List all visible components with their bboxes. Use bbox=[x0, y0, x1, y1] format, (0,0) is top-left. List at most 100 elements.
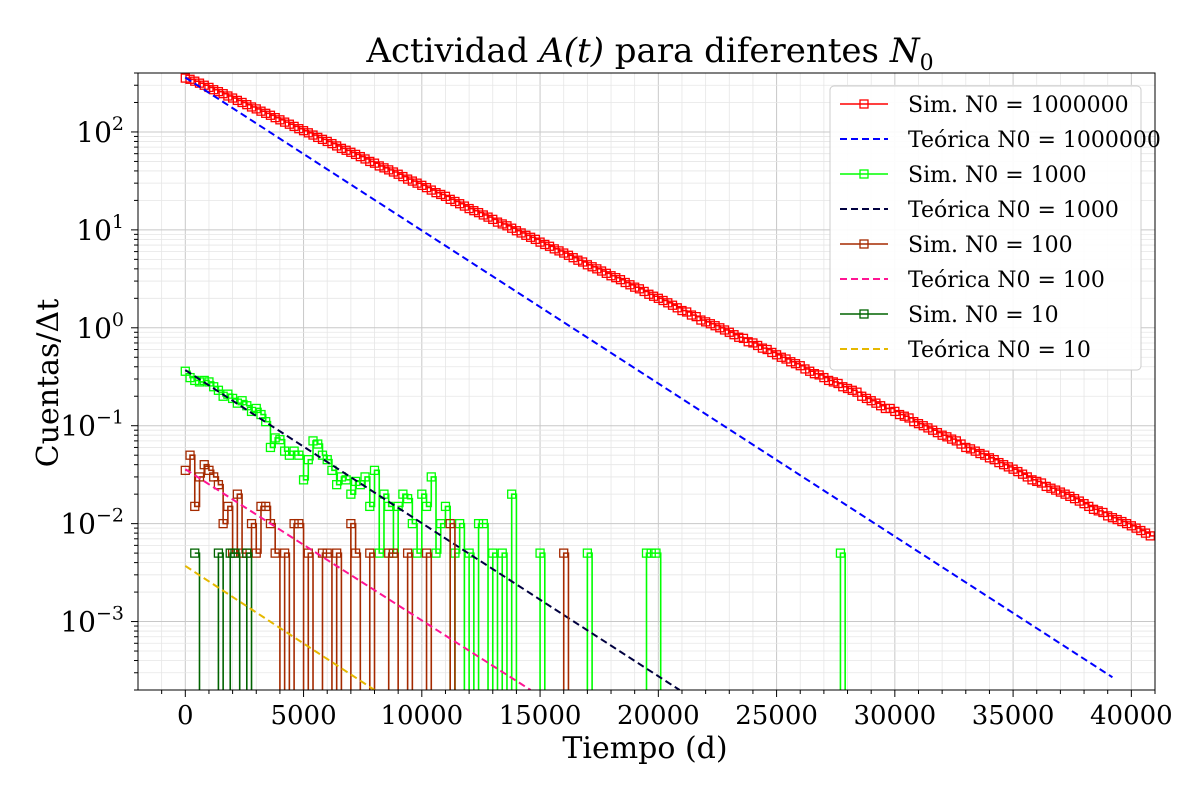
data-point bbox=[1055, 487, 1066, 497]
data-point bbox=[230, 548, 240, 558]
data-point bbox=[1003, 462, 1014, 472]
data-point bbox=[568, 253, 578, 263]
data-point bbox=[232, 95, 242, 106]
data-point bbox=[483, 212, 493, 222]
data-point bbox=[261, 501, 271, 512]
x-tick-label: 5000 bbox=[270, 701, 336, 731]
data-point bbox=[894, 409, 905, 420]
data-point bbox=[369, 465, 380, 476]
data-point bbox=[1032, 476, 1042, 487]
chart-title: Actividad A(t) para diferentes N0 bbox=[365, 31, 933, 76]
data-point bbox=[227, 393, 238, 404]
data-point bbox=[322, 455, 332, 465]
data-point bbox=[667, 300, 678, 310]
data-point bbox=[1046, 483, 1056, 493]
data-point bbox=[1022, 472, 1032, 482]
data-point bbox=[965, 444, 976, 454]
data-point bbox=[771, 350, 782, 360]
series-line-sim-n0-1000 bbox=[185, 370, 846, 690]
data-point bbox=[823, 375, 834, 386]
data-point bbox=[1008, 464, 1018, 474]
y-tick-label: 10−1 bbox=[60, 407, 124, 443]
data-point bbox=[261, 108, 271, 118]
data-point bbox=[313, 132, 323, 143]
legend-label: Sim. N0 = 1000 bbox=[908, 163, 1087, 188]
data-point bbox=[1074, 496, 1084, 506]
data-point bbox=[1117, 516, 1127, 527]
x-tick-label: 35000 bbox=[972, 701, 1055, 731]
data-point bbox=[246, 518, 257, 529]
data-point bbox=[261, 417, 271, 427]
data-point bbox=[402, 548, 413, 558]
data-point bbox=[814, 370, 824, 380]
data-point bbox=[1121, 518, 1132, 529]
data-point bbox=[516, 228, 526, 238]
data-point bbox=[478, 518, 488, 529]
data-point bbox=[634, 284, 645, 294]
data-point bbox=[346, 489, 356, 499]
data-point bbox=[445, 518, 455, 529]
data-point bbox=[937, 430, 947, 440]
data-point bbox=[909, 417, 919, 427]
data-point bbox=[630, 282, 640, 292]
data-point bbox=[682, 307, 692, 317]
data-point bbox=[445, 194, 455, 204]
data-point bbox=[450, 196, 460, 207]
data-point bbox=[194, 472, 205, 482]
data-point bbox=[440, 191, 451, 201]
data-point bbox=[180, 465, 190, 476]
data-point bbox=[596, 266, 607, 276]
data-point bbox=[913, 418, 924, 429]
data-point bbox=[540, 239, 550, 250]
data-point bbox=[544, 241, 555, 251]
data-point bbox=[464, 548, 474, 558]
data-point bbox=[313, 439, 323, 449]
data-point bbox=[308, 130, 318, 140]
legend-item: Teórica N0 = 1000 bbox=[840, 198, 1119, 223]
y-tick-label: 10−3 bbox=[60, 603, 124, 639]
data-point bbox=[317, 548, 328, 558]
data-point bbox=[1069, 493, 1080, 504]
data-point bbox=[190, 501, 200, 512]
data-point bbox=[497, 219, 507, 229]
data-point bbox=[724, 327, 734, 337]
legend-item: Teórica N0 = 1000000 bbox=[840, 128, 1161, 153]
data-point bbox=[833, 378, 843, 389]
data-point bbox=[559, 248, 569, 258]
data-point bbox=[923, 423, 933, 433]
data-point bbox=[308, 436, 318, 446]
data-point bbox=[705, 319, 716, 329]
data-point bbox=[507, 489, 517, 499]
legend-item: Teórica N0 = 100 bbox=[840, 268, 1105, 293]
data-point bbox=[232, 489, 242, 499]
data-point bbox=[525, 232, 536, 242]
data-point bbox=[488, 548, 498, 558]
data-point bbox=[592, 264, 602, 274]
data-point bbox=[753, 340, 763, 351]
series-line-sim-n0-10 bbox=[194, 552, 253, 690]
data-point bbox=[213, 385, 224, 395]
data-point bbox=[805, 366, 815, 376]
data-point bbox=[346, 147, 356, 157]
data-point bbox=[242, 100, 252, 110]
data-point bbox=[218, 89, 228, 99]
data-point bbox=[790, 359, 801, 369]
data-point bbox=[332, 141, 342, 151]
data-point bbox=[365, 548, 375, 558]
data-point bbox=[686, 310, 697, 320]
y-tick-label: 101 bbox=[76, 211, 124, 247]
data-point bbox=[332, 480, 342, 490]
data-point bbox=[265, 110, 276, 120]
series-layer bbox=[180, 73, 1155, 690]
data-point bbox=[459, 201, 470, 211]
legend-item: Sim. N0 = 100 bbox=[840, 233, 1073, 258]
data-point bbox=[535, 237, 545, 247]
data-point bbox=[421, 548, 432, 558]
data-point bbox=[835, 548, 846, 558]
data-point bbox=[819, 372, 829, 383]
data-point bbox=[587, 262, 597, 272]
data-point bbox=[218, 518, 228, 529]
data-point bbox=[374, 161, 384, 171]
data-point bbox=[213, 86, 224, 97]
data-point bbox=[928, 425, 938, 435]
